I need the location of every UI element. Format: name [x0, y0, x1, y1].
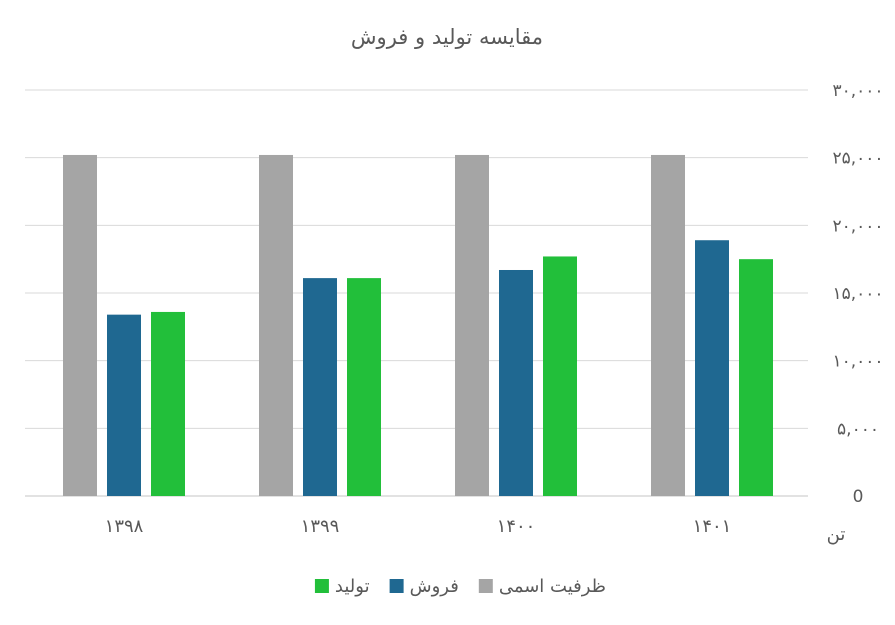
bar-2-1 — [347, 278, 381, 496]
y-axis-ticks: 0 ۵,۰۰۰ ۱۰,۰۰۰ ۱۵,۰۰۰ ۲۰,۰۰۰ ۲۵,۰۰۰ ۳۰,۰۰۰ — [832, 81, 883, 507]
y-tick-label: ۳۰,۰۰۰ — [832, 81, 883, 101]
bar-0-0 — [63, 154, 97, 496]
y-tick-label: ۱۵,۰۰۰ — [832, 284, 883, 304]
legend-swatch — [389, 579, 404, 593]
x-tick-label: ۱۳۹۹ — [301, 516, 340, 537]
x-tick-label: ۱۳۹۸ — [105, 516, 144, 537]
y-tick-label: ۱۰,۰۰۰ — [832, 352, 883, 372]
bar-2-3 — [739, 259, 773, 496]
bar-1-1 — [303, 278, 337, 496]
y-tick-label: ۵,۰۰۰ — [837, 419, 879, 439]
bar-2-0 — [151, 311, 185, 496]
bar-0-1 — [259, 154, 293, 496]
chart-title: مقایسه تولید و فروش — [351, 25, 543, 49]
bars — [63, 154, 773, 496]
bar-0-2 — [455, 154, 489, 496]
y-tick-label: 0 — [853, 487, 864, 507]
bar-1-2 — [499, 269, 533, 496]
legend-swatch — [478, 579, 493, 593]
bar-1-0 — [107, 314, 141, 496]
legend-label: تولید — [335, 576, 370, 597]
legend-label: فروش — [410, 576, 459, 597]
bar-1-3 — [695, 240, 729, 496]
bar-0-3 — [651, 154, 685, 496]
legend-swatch — [314, 579, 329, 593]
legend-label: ظرفیت اسمی — [499, 576, 606, 597]
x-tick-label: ۱۴۰۰ — [497, 516, 536, 537]
bar-2-2 — [543, 256, 577, 496]
y-tick-label: ۲۵,۰۰۰ — [832, 149, 883, 169]
y-axis-unit-label: تن — [827, 524, 846, 545]
legend: ظرفیت اسمی فروش تولید — [314, 576, 606, 597]
gridlines — [25, 89, 808, 497]
x-axis-ticks: ۱۳۹۸ ۱۳۹۹ ۱۴۰۰ ۱۴۰۱ — [105, 516, 732, 537]
x-tick-label: ۱۴۰۱ — [693, 516, 732, 537]
y-tick-label: ۲۰,۰۰۰ — [832, 216, 883, 236]
